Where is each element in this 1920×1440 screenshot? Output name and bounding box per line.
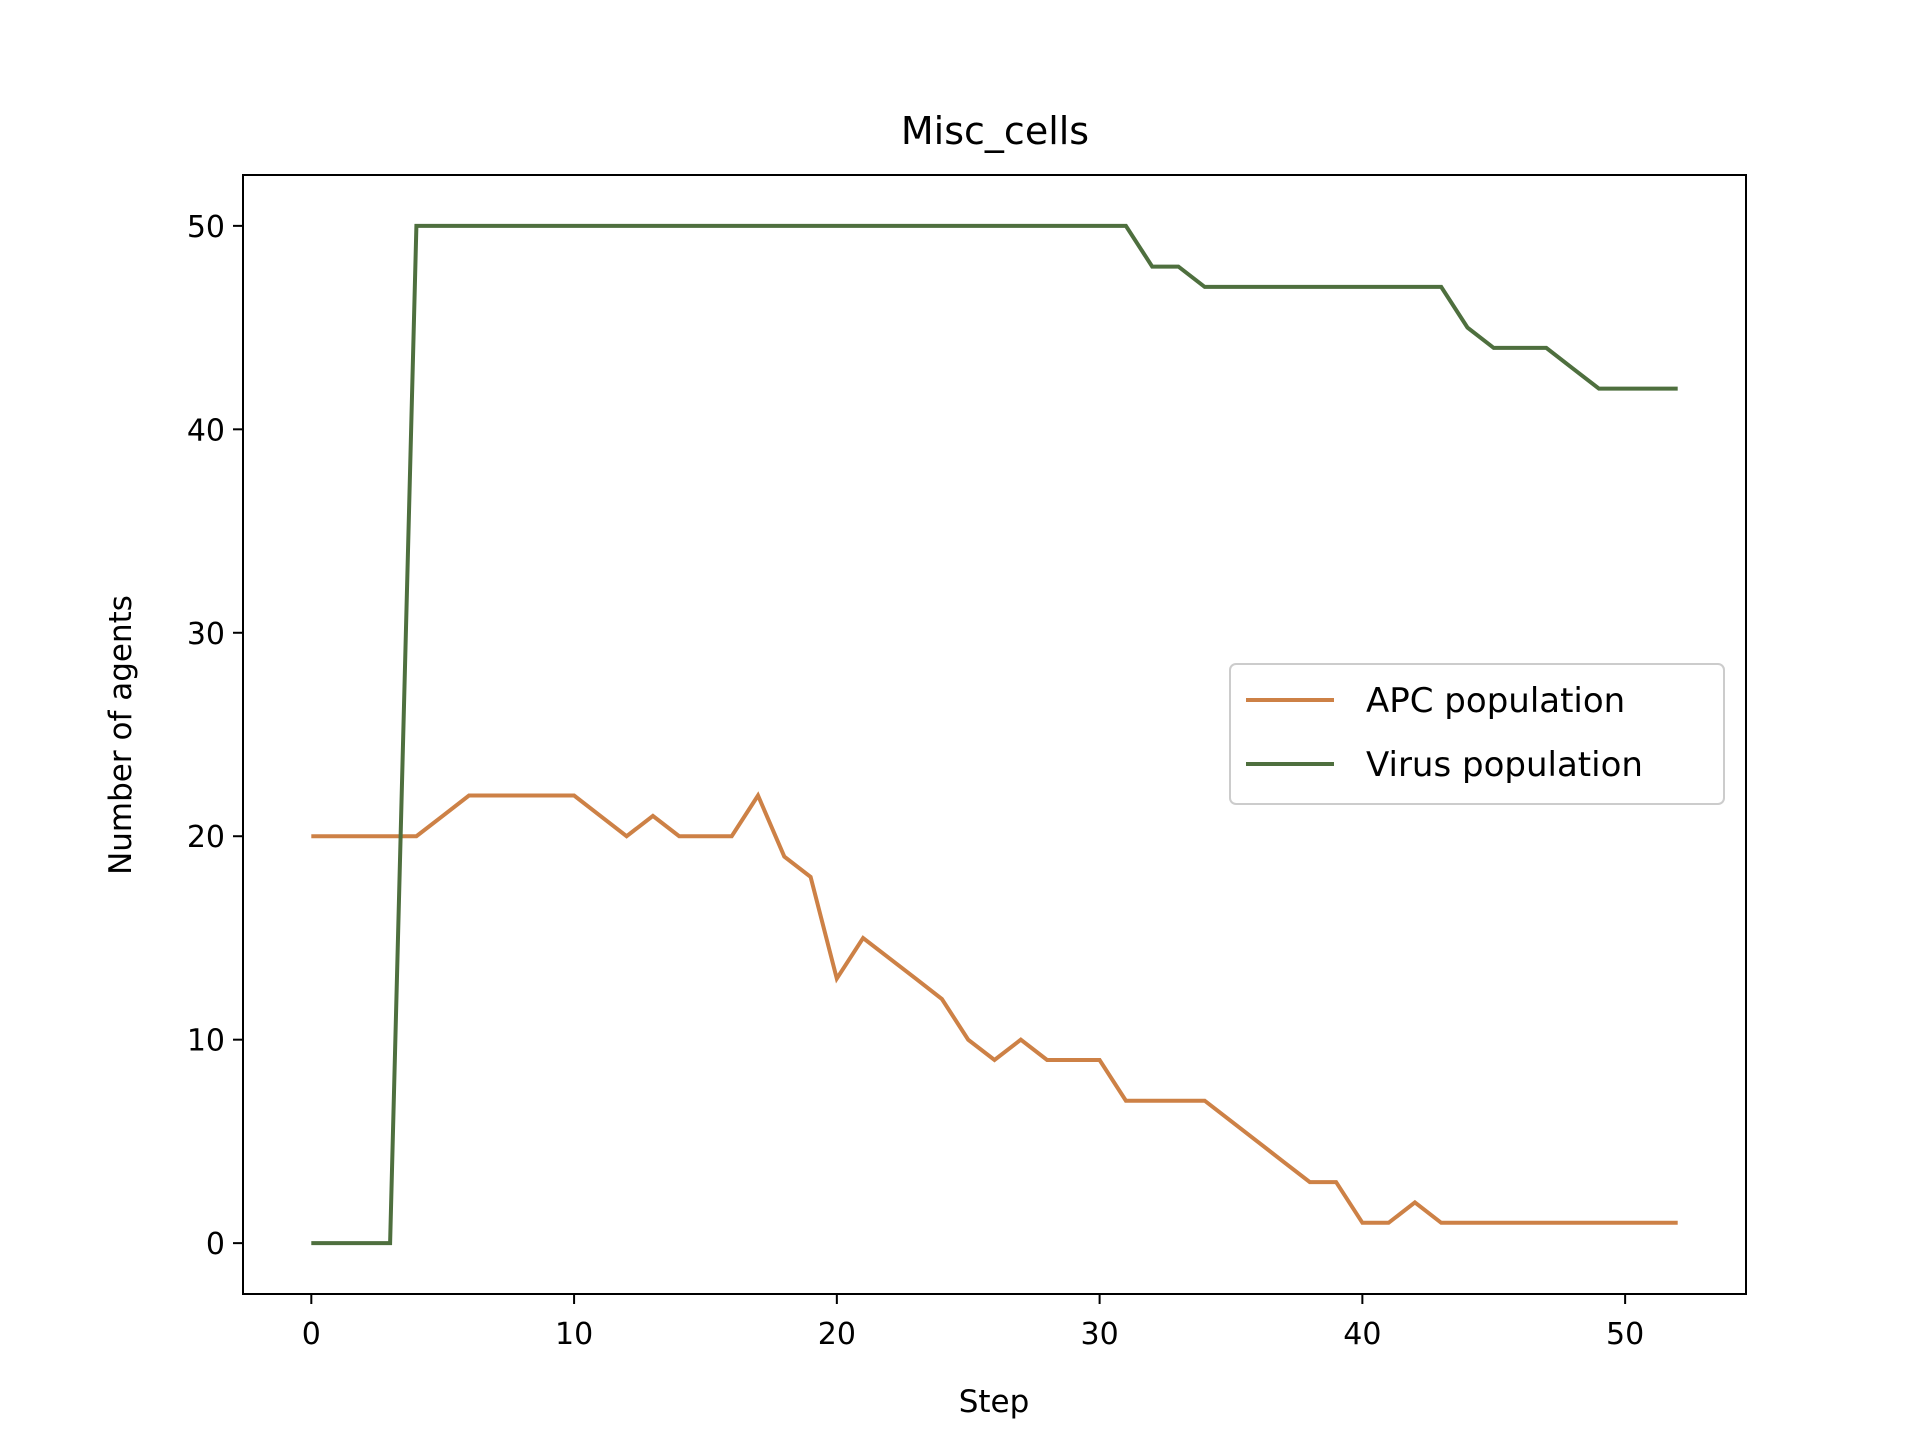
chart-title: Misc_cells: [901, 109, 1089, 153]
apc-population-line: [311, 791, 1678, 1225]
x-tick-label: 30: [1081, 1317, 1119, 1352]
y-tick-label: 50: [187, 210, 225, 245]
x-axis: 0 10 20 30 40 50: [302, 1294, 1644, 1352]
x-tick-label: 50: [1606, 1317, 1644, 1352]
legend-box: [1229, 663, 1725, 805]
x-tick-label: 20: [818, 1317, 856, 1352]
legend: APC population Virus population: [1229, 663, 1725, 805]
y-tick-label: 10: [187, 1024, 225, 1059]
y-axis: 0 10 20 30 40 50: [187, 210, 243, 1262]
series-layer: [311, 223, 1678, 1246]
x-tick-label: 10: [555, 1317, 593, 1352]
y-axis-label: Number of agents: [103, 595, 139, 875]
plot-frame: [242, 174, 1747, 1295]
legend-label-virus: Virus population: [1366, 745, 1643, 785]
virus-population-line: [311, 223, 1678, 1246]
y-tick-label: 20: [187, 820, 225, 855]
x-tick-label: 40: [1343, 1317, 1381, 1352]
x-axis-label: Step: [959, 1384, 1030, 1420]
legend-label-apc: APC population: [1366, 681, 1625, 721]
y-tick-label: 40: [187, 413, 225, 448]
y-tick-label: 0: [206, 1227, 225, 1262]
x-tick-label: 0: [302, 1317, 321, 1352]
y-tick-label: 30: [187, 617, 225, 652]
